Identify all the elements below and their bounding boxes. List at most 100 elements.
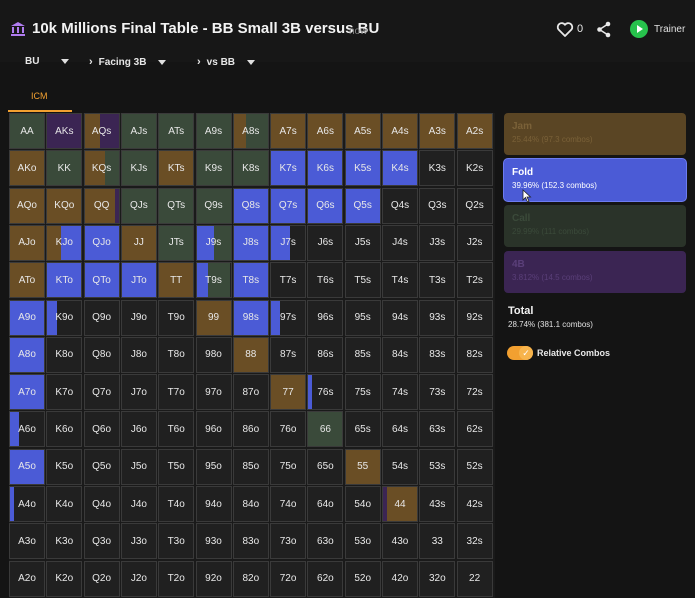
hand-cell[interactable]: 94o [195, 486, 232, 522]
hand-cell[interactable]: 98o [195, 336, 232, 373]
hand-cell[interactable]: 75s [344, 374, 381, 411]
hand-cell[interactable]: A3o [9, 523, 45, 560]
hand-cell[interactable]: 86o [232, 411, 269, 448]
hand-cell[interactable]: Q5o [83, 448, 120, 485]
hand-cell[interactable]: 32s [456, 523, 493, 560]
hand-cell[interactable]: T6s [307, 262, 344, 299]
hand-cell[interactable]: 77 [270, 374, 307, 411]
hand-cell[interactable]: Q8o [83, 336, 120, 373]
hand-cell[interactable]: K3s [419, 150, 456, 187]
hand-cell[interactable]: K9s [195, 150, 232, 187]
hand-cell[interactable]: J5s [344, 224, 381, 261]
hand-cell[interactable]: KTs [158, 150, 195, 187]
hand-cell[interactable]: 82o [232, 560, 269, 597]
hand-cell[interactable]: 87s [270, 336, 307, 373]
heart-icon[interactable] [556, 21, 574, 38]
hand-cell[interactable]: 99 [195, 299, 232, 336]
hand-cell[interactable]: T3s [419, 262, 456, 299]
share-icon[interactable] [596, 21, 612, 38]
hand-cell[interactable]: AKo [9, 150, 45, 187]
hand-cell[interactable]: Q3s [419, 187, 456, 224]
hand-cell[interactable]: 88 [232, 336, 269, 373]
hand-cell[interactable]: J9o [120, 299, 157, 336]
hand-cell[interactable]: 52s [456, 448, 493, 485]
hand-cell[interactable]: 73s [419, 374, 456, 411]
hand-cell[interactable]: 85s [344, 336, 381, 373]
hand-cell[interactable]: A4s [382, 113, 418, 149]
hand-cell[interactable]: KK [46, 150, 83, 187]
hand-cell[interactable]: Q5s [344, 187, 381, 224]
hand-cell[interactable]: Q9s [195, 187, 232, 224]
hand-cell[interactable]: J2s [456, 224, 493, 261]
legend-call[interactable]: Call 29.99% (111 combos) [504, 205, 686, 247]
hand-cell[interactable]: ATo [9, 262, 45, 299]
hand-cell[interactable]: 22 [456, 560, 493, 597]
hand-cell[interactable]: 75o [270, 448, 307, 485]
hand-cell[interactable]: 62o [307, 560, 344, 597]
hand-cell[interactable]: A5o [9, 448, 45, 485]
hand-cell[interactable]: 52o [344, 560, 381, 597]
hand-cell[interactable]: 33 [419, 523, 456, 560]
hand-cell[interactable]: T9o [158, 299, 195, 336]
hand-cell[interactable]: J3s [419, 224, 456, 261]
hand-cell[interactable]: 43s [419, 486, 456, 522]
hand-cell[interactable]: 83s [419, 336, 456, 373]
hand-cell[interactable]: A8o [9, 336, 45, 373]
hand-cell[interactable]: 63o [307, 523, 344, 560]
hand-cell[interactable]: K4o [46, 486, 83, 522]
hand-cell[interactable]: A7s [270, 113, 307, 149]
hand-cell[interactable]: Q4o [83, 486, 120, 522]
hand-cell[interactable]: Q6o [83, 411, 120, 448]
hand-cell[interactable]: K8s [232, 150, 269, 187]
hand-cell[interactable]: Q3o [83, 523, 120, 560]
hand-cell[interactable]: JTs [158, 224, 195, 261]
hand-cell[interactable]: A4o [9, 486, 45, 522]
hand-cell[interactable]: 54s [382, 448, 418, 485]
breadcrumb-action[interactable]: › Facing 3B [89, 56, 167, 68]
hand-cell[interactable]: A9s [195, 113, 232, 149]
legend-jam[interactable]: Jam 25.44% (97.3 combos) [504, 113, 686, 155]
hand-cell[interactable]: 92o [195, 560, 232, 597]
hand-cell[interactable]: QTs [158, 187, 195, 224]
hand-cell[interactable]: K8o [46, 336, 83, 373]
hand-cell[interactable]: ATs [158, 113, 195, 149]
hand-cell[interactable]: T8s [232, 262, 269, 299]
hand-cell[interactable]: A6o [9, 411, 45, 448]
hand-cell[interactable]: 64o [307, 486, 344, 522]
hand-cell[interactable]: J6s [307, 224, 344, 261]
hand-cell[interactable]: J8s [232, 224, 269, 261]
hand-cell[interactable]: J7s [270, 224, 307, 261]
hand-cell[interactable]: Q8s [232, 187, 269, 224]
hand-cell[interactable]: K6s [307, 150, 344, 187]
hand-cell[interactable]: K5o [46, 448, 83, 485]
hand-cell[interactable]: 62s [456, 411, 493, 448]
hand-cell[interactable]: 53o [344, 523, 381, 560]
hand-cell[interactable]: J7o [120, 374, 157, 411]
hand-cell[interactable]: J8o [120, 336, 157, 373]
hand-cell[interactable]: 96o [195, 411, 232, 448]
hand-cell[interactable]: J5o [120, 448, 157, 485]
breadcrumb-position[interactable]: BU [25, 56, 70, 67]
hand-cell[interactable]: 98s [232, 299, 269, 336]
hand-cell[interactable]: A2o [9, 560, 45, 597]
hand-cell[interactable]: K2s [456, 150, 493, 187]
hand-cell[interactable]: AQs [83, 113, 120, 149]
hand-cell[interactable]: 96s [307, 299, 344, 336]
hand-cell[interactable]: J9s [195, 224, 232, 261]
hand-cell[interactable]: T9s [195, 262, 232, 299]
hand-cell[interactable]: 97s [270, 299, 307, 336]
hand-cell[interactable]: T5o [158, 448, 195, 485]
hand-cell[interactable]: K6o [46, 411, 83, 448]
hand-cell[interactable]: 76s [307, 374, 344, 411]
hand-cell[interactable]: T7o [158, 374, 195, 411]
hand-cell[interactable]: 32o [419, 560, 456, 597]
hand-cell[interactable]: T6o [158, 411, 195, 448]
hand-cell[interactable]: 85o [232, 448, 269, 485]
hand-cell[interactable]: KJo [46, 224, 83, 261]
hand-cell[interactable]: 84s [382, 336, 418, 373]
hand-cell[interactable]: 63s [419, 411, 456, 448]
hand-cell[interactable]: 72o [270, 560, 307, 597]
hand-cell[interactable]: Q2o [83, 560, 120, 597]
hand-cell[interactable]: 93o [195, 523, 232, 560]
hand-cell[interactable]: K4s [382, 150, 418, 187]
